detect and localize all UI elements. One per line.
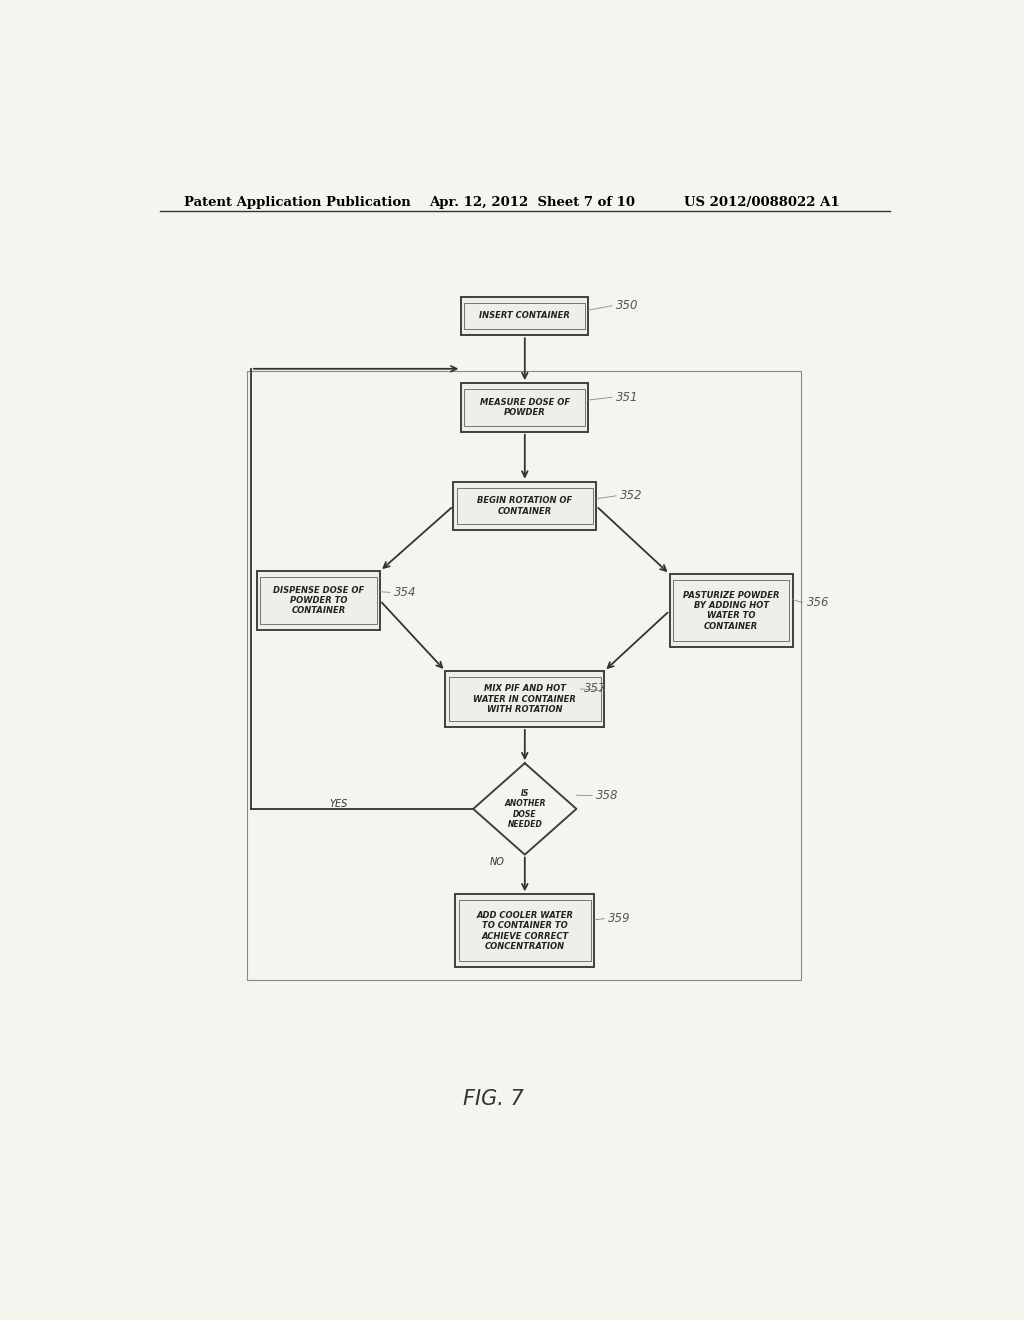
Text: 359: 359 xyxy=(608,912,631,925)
Text: Apr. 12, 2012  Sheet 7 of 10: Apr. 12, 2012 Sheet 7 of 10 xyxy=(430,195,636,209)
Text: ADD COOLER WATER
TO CONTAINER TO
ACHIEVE CORRECT
CONCENTRATION: ADD COOLER WATER TO CONTAINER TO ACHIEVE… xyxy=(476,911,573,950)
Text: 354: 354 xyxy=(394,586,417,599)
FancyBboxPatch shape xyxy=(454,482,596,531)
Text: FIG. 7: FIG. 7 xyxy=(463,1089,523,1109)
Text: IS
ANOTHER
DOSE
NEEDED: IS ANOTHER DOSE NEEDED xyxy=(504,789,546,829)
Text: MIX PIF AND HOT
WATER IN CONTAINER
WITH ROTATION: MIX PIF AND HOT WATER IN CONTAINER WITH … xyxy=(473,684,577,714)
Text: INSERT CONTAINER: INSERT CONTAINER xyxy=(479,312,570,321)
Text: 358: 358 xyxy=(596,789,618,803)
Text: 356: 356 xyxy=(807,597,829,609)
Text: 352: 352 xyxy=(620,490,642,503)
Text: US 2012/0088022 A1: US 2012/0088022 A1 xyxy=(684,195,839,209)
Text: MEASURE DOSE OF
POWDER: MEASURE DOSE OF POWDER xyxy=(479,397,570,417)
Text: YES: YES xyxy=(329,799,347,809)
Text: DISPENSE DOSE OF
POWDER TO
CONTAINER: DISPENSE DOSE OF POWDER TO CONTAINER xyxy=(272,586,365,615)
Text: 357: 357 xyxy=(585,682,607,696)
Text: BEGIN ROTATION OF
CONTAINER: BEGIN ROTATION OF CONTAINER xyxy=(477,496,572,516)
Text: 350: 350 xyxy=(616,300,639,313)
FancyBboxPatch shape xyxy=(445,671,604,727)
FancyBboxPatch shape xyxy=(461,297,588,335)
FancyBboxPatch shape xyxy=(670,574,793,647)
Text: Patent Application Publication: Patent Application Publication xyxy=(183,195,411,209)
FancyBboxPatch shape xyxy=(257,572,380,630)
Text: NO: NO xyxy=(489,857,504,867)
Text: 351: 351 xyxy=(616,391,639,404)
FancyBboxPatch shape xyxy=(456,894,594,968)
Text: PASTURIZE POWDER
BY ADDING HOT
WATER TO
CONTAINER: PASTURIZE POWDER BY ADDING HOT WATER TO … xyxy=(683,590,779,631)
FancyBboxPatch shape xyxy=(461,383,588,432)
